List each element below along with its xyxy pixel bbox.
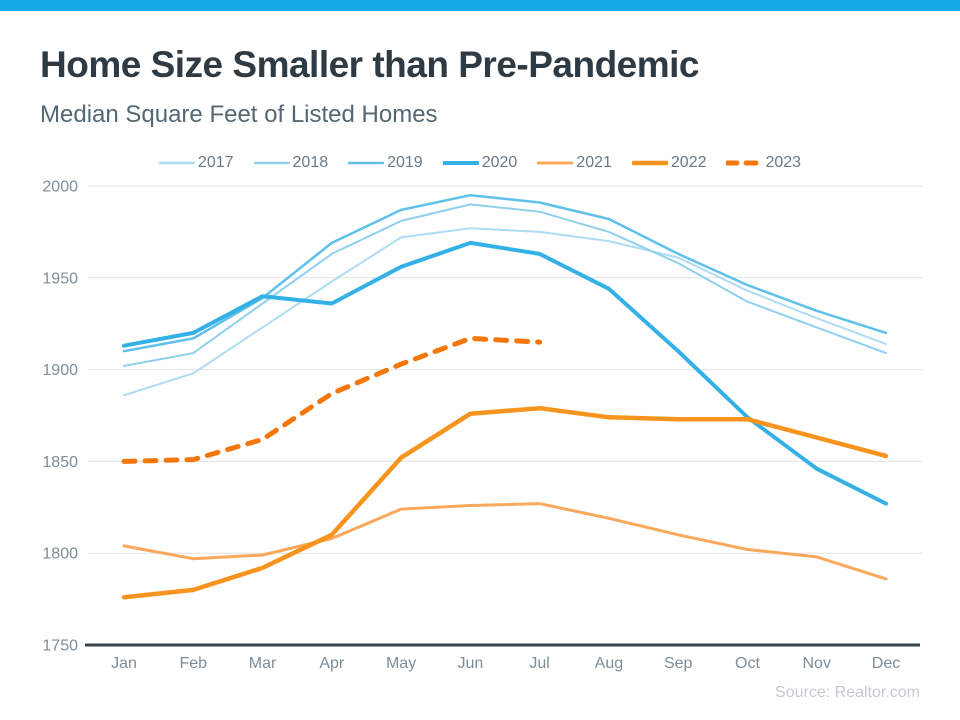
x-tick-label-apr: Apr	[319, 655, 345, 672]
x-tick-label-aug: Aug	[595, 655, 623, 672]
legend-label-2022: 2022	[670, 154, 707, 171]
legend-label-2017: 2017	[197, 154, 234, 171]
y-tick-label-1800: 1800	[42, 546, 78, 563]
legend-label-2018: 2018	[292, 154, 329, 171]
legend-label-2020: 2020	[481, 154, 518, 171]
x-tick-label-nov: Nov	[803, 655, 831, 672]
legend-item-2017: 2017	[158, 154, 234, 172]
x-tick-label-dec: Dec	[872, 655, 900, 672]
legend-swatch-2022	[631, 160, 668, 166]
page-subtitle: Median Square Feet of Listed Homes	[40, 101, 438, 128]
legend-swatch-2017	[158, 161, 195, 165]
x-tick-label-mar: Mar	[249, 655, 277, 672]
series-line-2023	[121, 335, 543, 464]
series-line-2018	[123, 203, 887, 367]
y-tick-label-1850: 1850	[42, 454, 78, 471]
y-tick-label-2000: 2000	[42, 179, 78, 196]
legend-item-2021: 2021	[537, 154, 612, 172]
legend-swatch-2018	[253, 161, 290, 165]
x-tick-label-jun: Jun	[457, 655, 483, 672]
series-line-2022	[121, 405, 889, 600]
legend-item-2023: 2023	[726, 154, 801, 172]
x-tick-label-jul: Jul	[529, 655, 549, 672]
legend-item-2020: 2020	[442, 154, 518, 172]
source-attribution: Source: Realtor.com	[775, 684, 920, 701]
series-line-2019	[122, 193, 888, 353]
legend-item-2018: 2018	[253, 154, 329, 172]
legend-swatch-2023	[726, 160, 763, 166]
x-tick-label-feb: Feb	[179, 655, 207, 672]
y-tick-label-1950: 1950	[42, 270, 78, 287]
chart-legend: 2017 2018 2019 2020 2021 2022 2023	[0, 153, 960, 173]
legend-item-2019: 2019	[348, 154, 423, 172]
legend-swatch-2019	[348, 161, 385, 165]
series-line-2021	[122, 502, 888, 581]
y-tick-label-1900: 1900	[42, 362, 78, 379]
legend-swatch-2020	[442, 161, 479, 165]
y-tick-label-1750: 1750	[42, 638, 78, 655]
top-accent-bar	[0, 0, 960, 11]
legend-label-2023: 2023	[765, 154, 802, 171]
legend-item-2022: 2022	[631, 154, 707, 172]
legend-label-2021: 2021	[576, 154, 612, 171]
page-title: Home Size Smaller than Pre-Pandemic	[40, 44, 700, 85]
x-tick-label-sep: Sep	[664, 655, 693, 672]
legend-label-2019: 2019	[387, 154, 423, 171]
x-tick-label-may: May	[386, 655, 416, 672]
series-line-2017	[123, 227, 887, 397]
legend-swatch-2021	[537, 161, 574, 165]
x-tick-label-oct: Oct	[735, 655, 760, 672]
series-line-2020	[122, 240, 888, 506]
x-tick-label-jan: Jan	[111, 655, 137, 672]
